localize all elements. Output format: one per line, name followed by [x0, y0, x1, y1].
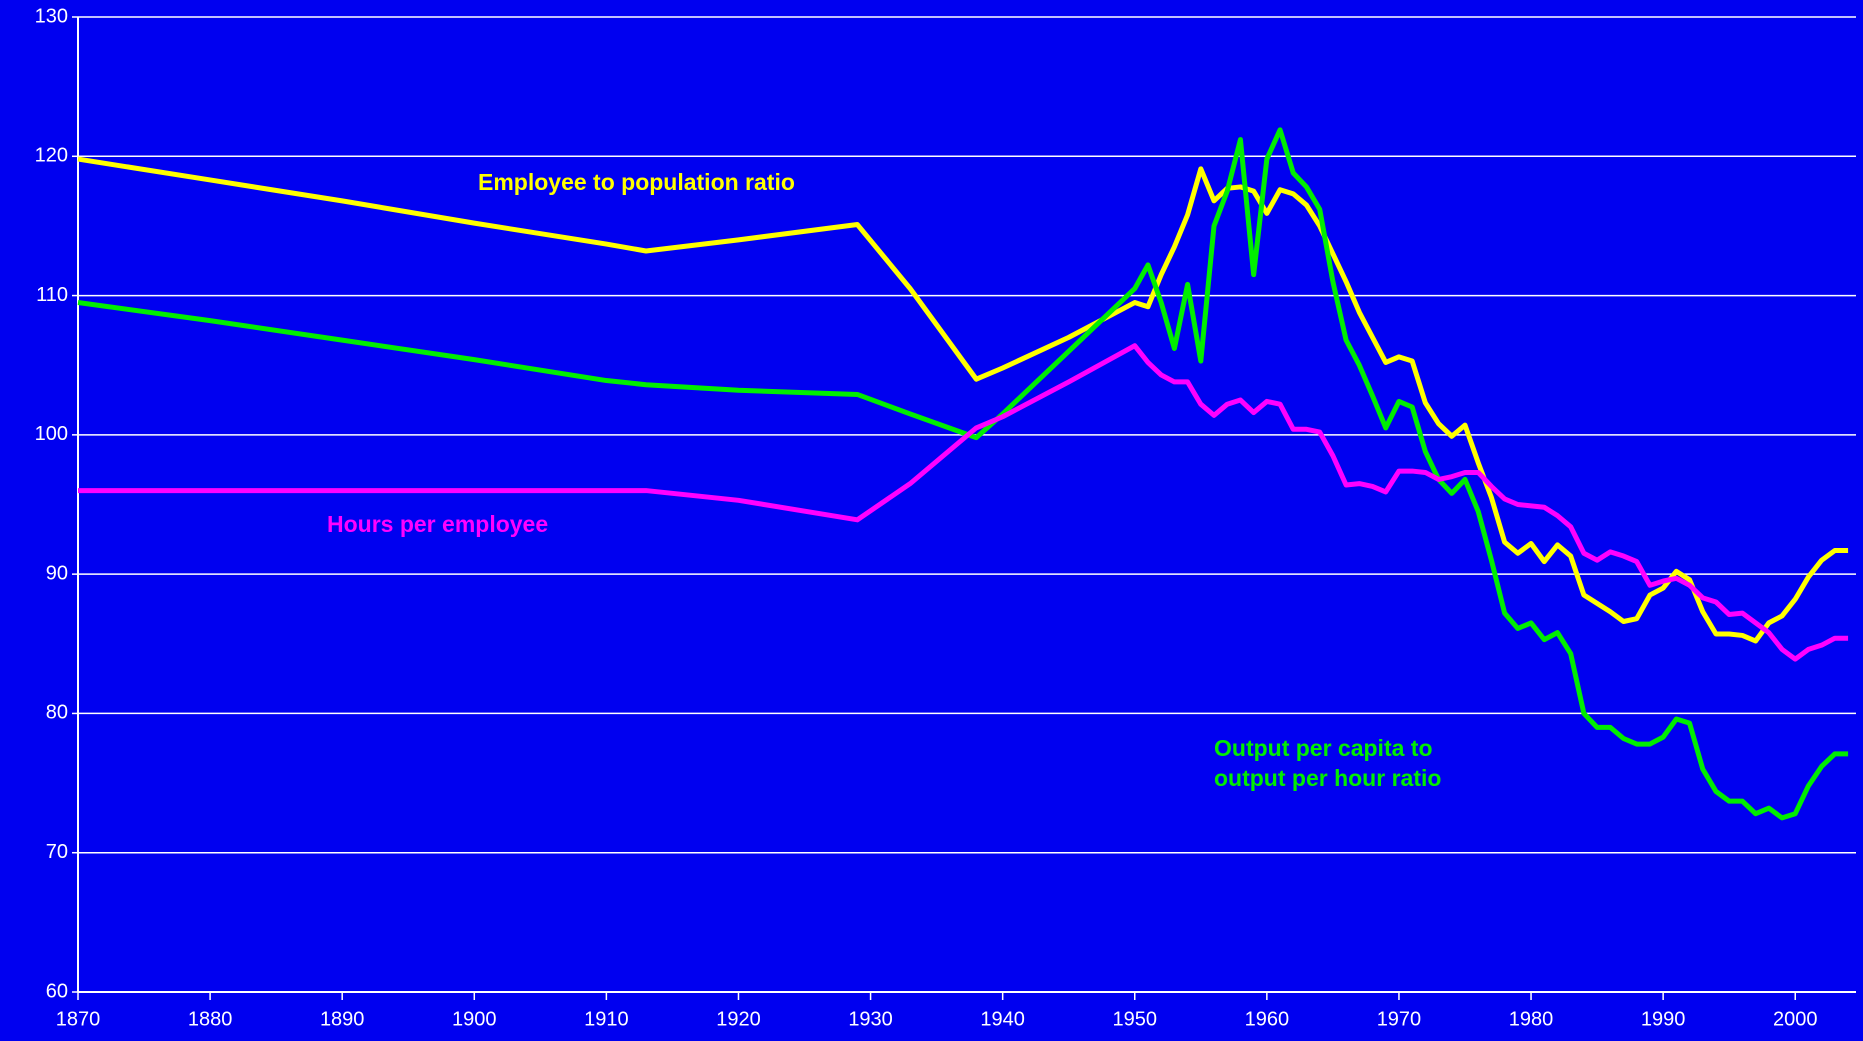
y-tick-label: 60	[46, 980, 68, 1002]
y-tick-label: 130	[35, 5, 68, 27]
series-line	[78, 343, 1849, 662]
y-tick-label: 80	[46, 702, 68, 724]
x-tick-label: 1930	[848, 1008, 893, 1030]
y-tick-label: 110	[36, 284, 68, 306]
x-tick-label: 1890	[320, 1008, 365, 1030]
x-tick-label: 1880	[188, 1008, 233, 1030]
y-tick-label: 90	[46, 562, 68, 584]
x-tick-label: 1870	[56, 1008, 101, 1030]
y-tick-label: 120	[35, 145, 68, 167]
x-tick-label: 1970	[1377, 1008, 1422, 1030]
y-tick-label: 70	[46, 841, 68, 863]
x-tick-label: 1900	[452, 1008, 497, 1030]
x-tick-label: 1960	[1245, 1008, 1290, 1030]
y-tick-label: 100	[35, 423, 68, 445]
series-label: Hours per employee	[327, 511, 549, 537]
x-tick-label: 1940	[980, 1008, 1025, 1030]
x-tick-label: 1990	[1641, 1008, 1686, 1030]
series-line	[77, 127, 1849, 821]
series-label: Output per capita to output per hour rat…	[1214, 735, 1442, 791]
series-label: Employee to population ratio	[478, 169, 795, 195]
series-line	[77, 156, 1849, 644]
x-tick-label: 1950	[1113, 1008, 1158, 1030]
x-tick-label: 1910	[584, 1008, 629, 1030]
x-tick-label: 1980	[1509, 1008, 1554, 1030]
x-tick-label: 1920	[716, 1008, 761, 1030]
x-tick-label: 2000	[1773, 1008, 1818, 1030]
